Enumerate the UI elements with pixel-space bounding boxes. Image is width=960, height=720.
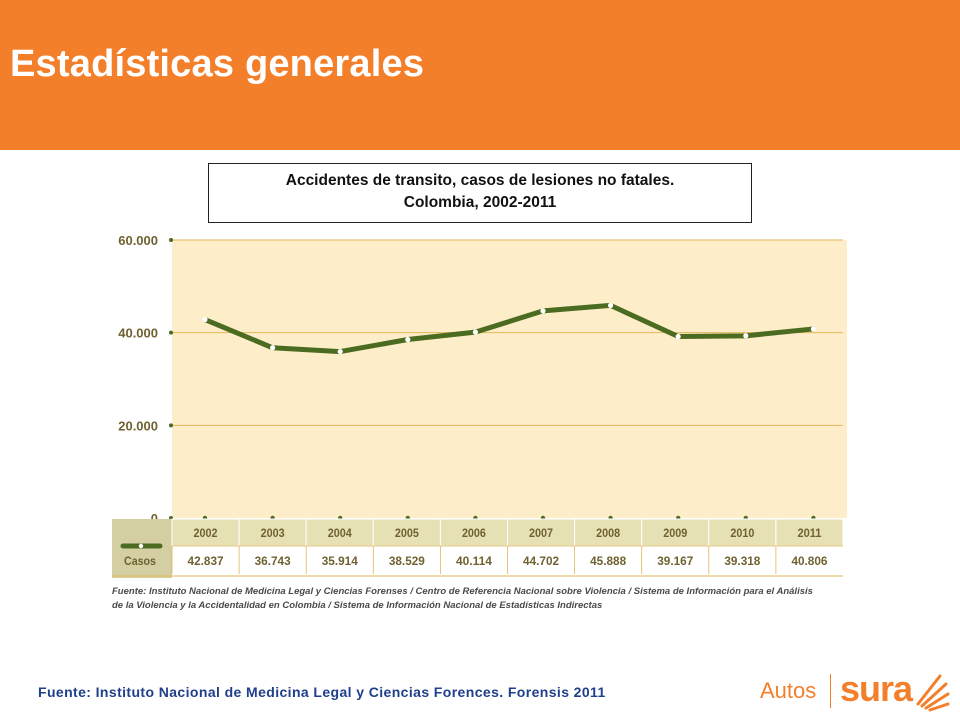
table-year-label: 2004 <box>328 526 352 540</box>
source-note-line1: Fuente: Instituto Nacional de Medicina L… <box>112 586 813 597</box>
chart-title-box: Accidentes de transito, casos de lesione… <box>208 163 752 223</box>
chart-source-note: Fuente: Instituto Nacional de Medicina L… <box>112 585 852 613</box>
brand-sura-wordmark: sura <box>840 668 913 709</box>
plot-background <box>172 240 847 518</box>
table-year-label: 2003 <box>261 526 285 540</box>
table-value-cell: 39.167 <box>657 554 693 568</box>
footer-source: Fuente: Instituto Nacional de Medicina L… <box>38 684 606 700</box>
table-year-label: 2002 <box>194 526 218 540</box>
table-header-cell <box>439 518 508 547</box>
data-point <box>675 333 681 340</box>
table-year-label: 2008 <box>596 526 620 540</box>
y-tick-dot <box>169 238 173 242</box>
table-value-cell: 44.702 <box>523 554 559 568</box>
data-point <box>608 302 614 308</box>
data-point <box>405 336 411 343</box>
table-year-label: 2011 <box>797 526 821 540</box>
header-banner: Estadísticas generales <box>0 0 960 150</box>
table-year-label: 2006 <box>462 526 486 540</box>
sun-rays-icon <box>916 674 950 712</box>
table-header-cell <box>238 518 307 547</box>
legend-marker <box>138 543 144 549</box>
series-line-casos <box>202 302 816 355</box>
data-point <box>810 326 817 332</box>
y-tick-dot <box>169 330 173 335</box>
y-tick-label: 0 <box>151 511 158 526</box>
y-tick-label: 40.000 <box>118 326 158 341</box>
brand-autos-label: Autos <box>760 678 817 703</box>
table-value-cell: 42.837 <box>188 554 224 568</box>
data-point <box>540 308 546 314</box>
data-point <box>472 329 478 335</box>
table-value-cell: 36.743 <box>255 554 291 568</box>
table-year-label: 2005 <box>395 526 419 540</box>
table-year-label: 2010 <box>730 526 754 540</box>
sura-autos-logo: Autos sura <box>760 668 955 712</box>
data-point <box>337 348 343 355</box>
table-series-label: Casos <box>124 554 156 568</box>
y-tick-dot <box>169 423 173 428</box>
data-point <box>270 345 276 351</box>
table-value-cell: 40.114 <box>456 554 492 568</box>
table-value-cell: 39.318 <box>724 554 760 568</box>
table-value-cell: 45.888 <box>590 554 626 568</box>
data-point <box>743 333 749 339</box>
y-tick-label: 60.000 <box>118 233 158 248</box>
table-year-label: 2007 <box>529 526 553 540</box>
table-value-cell: 38.529 <box>389 554 425 568</box>
source-note-line2: de la Violencia y la Accidentalidad en C… <box>112 600 603 611</box>
table-value-cell: 40.806 <box>791 554 827 568</box>
table-year-label: 2009 <box>663 526 687 540</box>
table-value-cell: 35.914 <box>322 554 358 568</box>
data-point <box>202 316 208 323</box>
chart-title-line1: Accidentes de transito, casos de lesione… <box>285 172 675 189</box>
table-header-cell <box>641 518 710 547</box>
table-header-cell <box>305 518 374 547</box>
brand-divider <box>830 674 831 708</box>
page-title: Estadísticas generales <box>10 43 425 85</box>
chart-title-line2: Colombia, 2002-2011 <box>403 194 557 211</box>
table-header-cell <box>372 518 441 547</box>
y-tick-label: 20.000 <box>118 418 158 433</box>
